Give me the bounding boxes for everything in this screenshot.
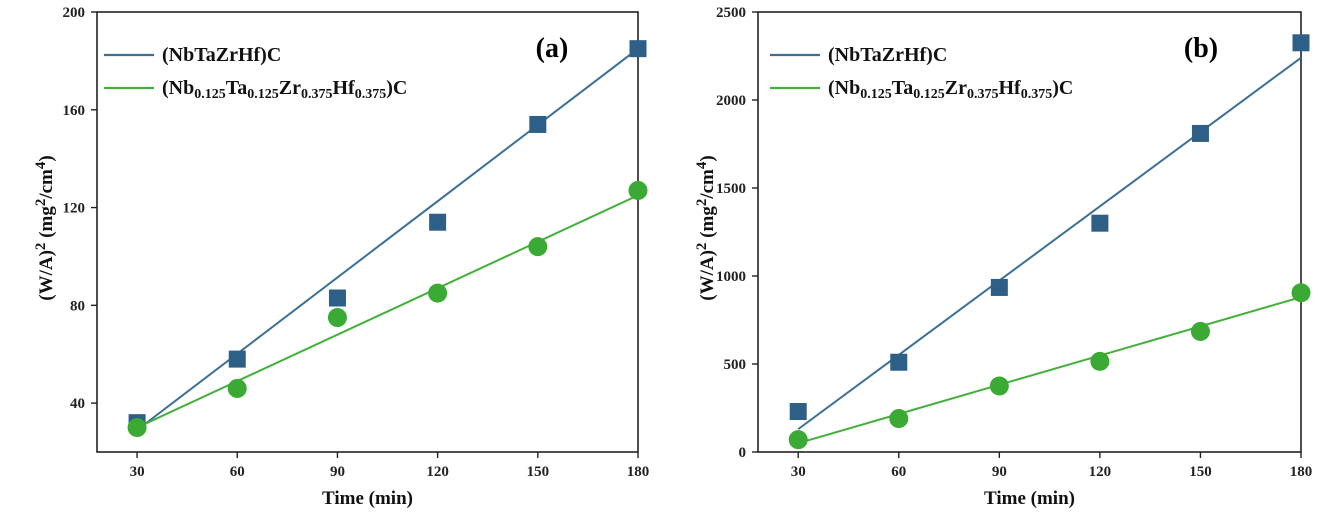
y-tick-label: 40 <box>70 396 85 412</box>
x-tick-label: 150 <box>527 464 550 480</box>
x-tick-label: 90 <box>992 464 1007 480</box>
y-axis-label: (W/A)2 (mg2/cm4) <box>33 155 57 300</box>
fit-line <box>136 194 639 429</box>
legend-label: (Nb0.125Ta0.125Zr0.375Hf0.375)C <box>828 77 1073 102</box>
fit-line <box>797 296 1302 445</box>
data-point-square <box>890 353 908 371</box>
data-point-circle <box>628 180 648 200</box>
y-tick-label: 80 <box>70 298 85 314</box>
x-tick-label: 120 <box>426 464 449 480</box>
data-point-circle <box>227 378 247 398</box>
x-tick-label: 90 <box>330 464 345 480</box>
legend-label: (Nb0.125Ta0.125Zr0.375Hf0.375)C <box>162 77 407 102</box>
fit-line <box>136 47 639 431</box>
fit-line <box>797 56 1302 430</box>
x-tick-label: 60 <box>230 464 245 480</box>
data-point-circle <box>428 283 448 303</box>
x-tick-label: 30 <box>791 464 806 480</box>
series-nbtazrhf: (NbTaZrHf)C <box>770 34 1310 430</box>
panel-label: (b) <box>1184 33 1218 64</box>
x-axis-label: Time (min) <box>984 488 1075 509</box>
y-tick-label: 500 <box>724 357 747 373</box>
data-point-square <box>990 278 1008 296</box>
data-point-circle <box>327 308 347 328</box>
x-tick-label: 180 <box>627 464 650 480</box>
data-point-circle <box>1090 351 1110 371</box>
x-tick-label: 180 <box>1290 464 1313 480</box>
y-tick-label: 1500 <box>716 181 746 197</box>
x-axis-label: Time (min) <box>322 488 413 509</box>
y-tick-label: 2000 <box>716 93 746 109</box>
panel-a: 30 60 90 120 150 180 40 80 120 160 200 Time (min) (W… <box>33 5 649 509</box>
data-point-circle <box>1190 321 1210 341</box>
y-tick-label: 160 <box>63 103 86 119</box>
data-point-square <box>228 350 246 368</box>
legend-label: (NbTaZrHf)C <box>162 44 281 66</box>
plot-frame <box>96 11 639 453</box>
x-tick-label: 30 <box>130 464 145 480</box>
data-point-square <box>1191 124 1209 142</box>
data-point-circle <box>127 418 147 438</box>
y-tick-label: 200 <box>63 5 86 21</box>
data-point-circle <box>788 430 808 450</box>
y-tick-label: 1000 <box>716 269 746 285</box>
panel-label: (a) <box>536 33 569 64</box>
data-point-square <box>789 403 807 421</box>
data-point-square <box>429 213 447 231</box>
data-point-square <box>529 115 547 133</box>
data-point-square <box>1292 34 1310 52</box>
series-nb-ta-zr-hf-ratio: (Nb0.125Ta0.125Zr0.375Hf0.375)C <box>104 77 648 438</box>
x-tick-label: 120 <box>1089 464 1112 480</box>
data-point-circle <box>528 237 548 257</box>
x-tick-label: 150 <box>1189 464 1212 480</box>
data-point-circle <box>989 376 1009 396</box>
series-nb-ta-zr-hf-ratio: (Nb0.125Ta0.125Zr0.375Hf0.375)C <box>770 77 1311 450</box>
legend-label: (NbTaZrHf)C <box>828 44 947 66</box>
data-point-circle <box>889 409 909 429</box>
y-tick-label: 2500 <box>716 5 746 21</box>
y-tick-label: 120 <box>63 201 86 217</box>
data-point-square <box>328 289 346 307</box>
data-point-square <box>1091 214 1109 232</box>
y-axis-label: (W/A)2 (mg2/cm4) <box>694 155 718 300</box>
plot-frame <box>757 11 1302 453</box>
data-point-square <box>629 40 647 58</box>
panel-b: 30 60 90 120 150 180 0 500 1000 1500 2000 2500 Time … <box>694 5 1312 509</box>
data-point-circle <box>1291 283 1311 303</box>
x-tick-label: 60 <box>891 464 906 480</box>
y-tick-label: 0 <box>739 445 747 461</box>
